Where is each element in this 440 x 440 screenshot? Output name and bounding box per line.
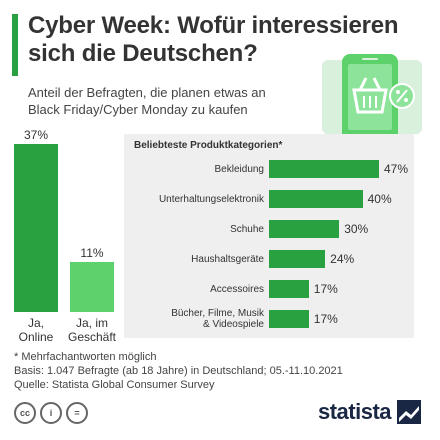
category-label: Haushaltsgeräte [191,253,264,265]
channel-category-label: Ja, im Geschäft [67,316,117,344]
category-value-label: 17% [313,312,338,326]
footnote-basis: Basis: 1.047 Befragte (ab 18 Jahre) in D… [14,365,343,377]
category-bar [269,220,340,238]
channel-bar [70,262,114,312]
channel-value-label: 37% [23,128,49,142]
category-value-label: 40% [367,192,392,206]
category-value-label: 30% [344,222,369,236]
footnote-multiple-answers: * Mehrfachantworten möglich [14,351,157,363]
category-label: Accessoires [210,283,264,295]
creative-commons-icon[interactable]: cc [14,402,36,424]
category-label: Bücher, Filme, Musik & Videospiele [171,308,264,330]
category-value-label: 17% [313,282,338,296]
category-value-label: 24% [330,252,355,266]
title-line-1: Cyber Week: Wofür interessieren [28,12,399,39]
title-line-2: sich die Deutschen? [28,40,258,67]
category-label: Unterhaltungselektronik [158,193,264,205]
statista-logo-mark-icon [397,400,422,424]
channel-category-label: Ja, Online [18,316,54,344]
category-label: Bekleidung [214,163,264,175]
license-icons: cc i = [14,402,88,424]
channel-value-label: 11% [80,246,104,261]
category-bar [269,250,326,268]
channel-bar [14,144,58,312]
shopping-basket-smartphone-icon [322,54,422,142]
statista-logo[interactable]: statista [318,396,430,428]
page-subtitle: Anteil der Befragten, die planen etwas a… [28,84,318,118]
no-derivatives-icon[interactable]: = [66,402,88,424]
attribution-icon[interactable]: i [40,402,62,424]
subtitle-line-1: Anteil der Befragten, die planen etwas a… [28,85,266,100]
logo-text: statista [318,399,392,424]
category-chart-title: Beliebteste Produktkategorien* [134,140,283,151]
category-bar [269,280,309,298]
title-accent-bar [12,14,18,76]
category-label: Schuhe [230,223,264,235]
category-bar [269,190,363,208]
page-title: Cyber Week: Wofür interessieren sich die… [28,12,428,68]
channel-chart: 37% Ja, Online 11% Ja, im Geschäft [0,126,118,348]
category-chart-panel: Beliebteste Produktkategorien* Bekleidun… [124,134,414,338]
category-bar [269,310,309,328]
subtitle-line-2: Black Friday/Cyber Monday zu kaufen [28,102,248,117]
category-bar [269,160,379,178]
category-value-label: 47% [384,162,409,176]
footnote-source: Quelle: Statista Global Consumer Survey [14,379,215,391]
